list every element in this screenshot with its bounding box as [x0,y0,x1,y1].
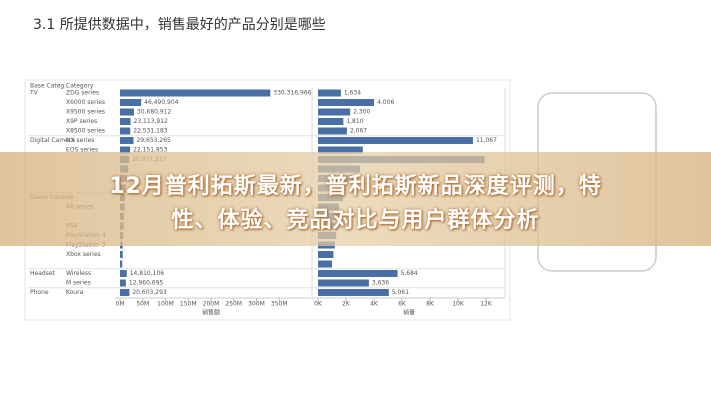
x-tick-label: 300M [248,301,265,308]
category-label: Wireless [66,270,91,277]
bar [120,137,134,144]
category-label: X9P series [66,118,97,125]
x-tick-label: 100M [157,301,174,308]
value-label: 22,151,853 [133,147,168,154]
bar [318,279,369,287]
banner-title-line: 性、体验、竞品对比与用户群体分析 [171,208,540,233]
x-axis-title: 销售额 [202,309,220,317]
bar [318,146,363,154]
value-label: 5,684 [401,270,418,277]
bar [318,108,351,116]
category-label: X6000 series [66,99,105,106]
group-label: Headset [30,270,56,277]
bar [120,118,131,125]
bar [120,127,131,135]
category-label: EOS series [66,147,98,154]
bar [318,118,344,125]
value-label: 20,603,293 [132,289,167,296]
value-label: 5,061 [392,289,409,296]
bar [318,270,398,277]
value-label: 3,636 [372,280,389,287]
x-tick-label: 0M [116,301,125,308]
x-tick-label: 350M [271,301,288,308]
category-label: M series [66,280,91,287]
value-label: 2,067 [350,128,367,135]
bar [120,108,134,116]
x-tick-label: 150M [180,301,197,308]
value-label: 14,810,106 [130,270,165,277]
bar [318,137,473,144]
category-label: NX series [66,137,94,144]
bar [318,260,332,268]
slide-title: 3.1 所提供数据中，销售最好的产品分别是哪些 [33,17,326,33]
x-tick-label: 50M [136,301,149,308]
bar [120,270,127,277]
value-label: 4,006 [377,99,394,106]
category-label: ZDG series [66,90,99,97]
value-label: 30,680,912 [137,109,172,116]
value-label: 2,300 [353,109,370,116]
group-label: Digital Camera [30,137,75,144]
bar [318,89,341,97]
bar [120,251,123,258]
bar [120,279,126,287]
x-tick-label: 200M [203,301,220,308]
x-tick-label: 250M [225,301,242,308]
x-axis-title: 销量 [403,309,415,317]
bar [318,251,334,258]
bar [120,260,123,268]
banner: 12月普利拓斯最新，普利拓斯新品深度评测，特 性、体验、竞品对比与用户群体分析 [0,152,711,246]
group-label: TV [29,90,39,97]
x-tick-label: 0K [314,301,323,308]
value-label: 330,316,966 [273,90,311,97]
x-tick-label: 4K [370,301,379,308]
value-label: 46,490,904 [144,99,179,106]
x-tick-label: 10K [452,301,465,308]
bar [318,289,389,296]
value-label: 1,810 [346,118,363,125]
banner-title-line: 12月普利拓斯最新，普利拓斯新品深度评测，特 [109,174,602,199]
bar [120,89,271,97]
x-tick-label: 6K [398,301,407,308]
category-label: X9500 series [66,109,105,116]
bar [318,99,375,106]
bar [120,289,130,296]
value-label: 12,960,695 [129,280,164,287]
value-label: 1,634 [344,90,361,97]
bar [120,99,142,106]
bar [120,146,131,154]
bar [318,127,347,135]
value-label: 23,113,912 [134,118,169,125]
x-tick-label: 2K [342,301,351,308]
group-label: Phone [30,289,49,296]
value-label: 29,653,265 [136,137,171,144]
column-header: Base Categ.. [30,83,68,90]
category-label: X8500 series [66,128,105,135]
x-tick-label: 8K [426,301,435,308]
column-header: Category [66,83,94,90]
value-label: 22,531,183 [133,128,168,135]
category-label: Koura [66,289,84,296]
x-tick-label: 12K [480,301,493,308]
value-label: 11,067 [476,137,497,144]
category-label: Xbox series [66,251,101,258]
